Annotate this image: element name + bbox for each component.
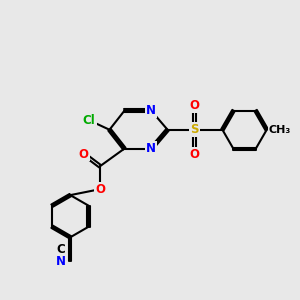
Text: C: C (56, 243, 65, 256)
Text: CH₃: CH₃ (268, 125, 291, 135)
Text: O: O (190, 148, 200, 160)
Text: O: O (79, 148, 89, 160)
Text: O: O (190, 99, 200, 112)
Text: N: N (146, 142, 156, 155)
Text: N: N (56, 255, 66, 268)
Text: Cl: Cl (83, 114, 96, 127)
Text: O: O (95, 183, 105, 196)
Text: S: S (190, 123, 199, 136)
Text: N: N (146, 104, 156, 117)
